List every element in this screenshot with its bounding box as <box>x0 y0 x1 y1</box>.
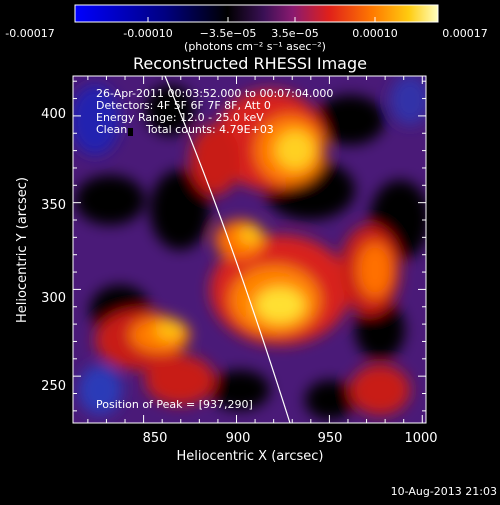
marker <box>128 128 133 136</box>
annotation-peak: Position of Peak = [937,290] <box>96 398 253 411</box>
annotation-energy-range: Energy Range: 12.0 - 25.0 keV <box>96 111 264 124</box>
y-axis-label: Heliocentric Y (arcsec) <box>15 177 30 323</box>
colorbar-tick-label: -0.00010 <box>123 27 172 40</box>
colorbar-tick-marks <box>74 17 439 22</box>
footer-timestamp: 10-Aug-2013 21:03 <box>391 485 497 498</box>
y-tick-label: 250 <box>41 379 66 394</box>
y-tick-label: 400 <box>41 107 66 122</box>
x-axis-label: Heliocentric X (arcsec) <box>177 449 324 464</box>
x-tick-labels: 850 900 950 1000 <box>143 431 438 446</box>
annotation-detectors: Detectors: 4F 5F 6F 7F 8F, Att 0 <box>96 99 271 112</box>
x-tick-label: 900 <box>226 431 251 446</box>
y-tick-labels: 250 300 350 400 <box>41 107 66 394</box>
colorbar-tick-label: 3.5e−05 <box>271 27 318 40</box>
solar-limb-line <box>164 76 291 423</box>
annotation-time-range: 26-Apr-2011 00:03:52.000 to 00:07:04.000 <box>96 87 333 100</box>
annotation-counts: Total counts: 4.79E+03 <box>145 123 274 136</box>
y-tick-label: 300 <box>41 291 66 306</box>
y-tick-label: 350 <box>41 198 66 213</box>
colorbar: -0.00017 -0.00010 −3.5e−05 3.5e−05 0.000… <box>5 4 488 53</box>
annotation-block: 26-Apr-2011 00:03:52.000 to 00:07:04.000… <box>96 87 333 411</box>
axis-ticks <box>73 76 426 423</box>
plot-title: Reconstructed RHESSI Image <box>133 54 367 73</box>
x-tick-label: 1000 <box>404 431 437 446</box>
colorbar-tick-label: 0.00017 <box>442 27 488 40</box>
x-tick-label: 950 <box>318 431 343 446</box>
colorbar-tick-label: 0.00010 <box>352 27 398 40</box>
colorbar-gradient <box>74 4 439 23</box>
colorbar-unit-label: (photons cm⁻² s⁻¹ asec⁻²) <box>184 40 326 53</box>
rhessi-image <box>73 76 426 423</box>
colorbar-tick-label: −3.5e−05 <box>200 27 257 40</box>
x-tick-label: 850 <box>143 431 168 446</box>
annotation-method: Clean <box>96 123 127 136</box>
colorbar-tick-label: -0.00017 <box>5 27 54 40</box>
plot-frame <box>72 75 427 424</box>
